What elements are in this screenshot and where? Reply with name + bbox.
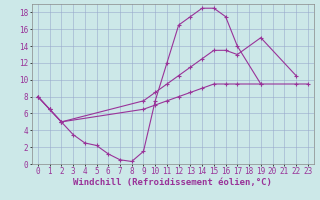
X-axis label: Windchill (Refroidissement éolien,°C): Windchill (Refroidissement éolien,°C) bbox=[73, 178, 272, 187]
